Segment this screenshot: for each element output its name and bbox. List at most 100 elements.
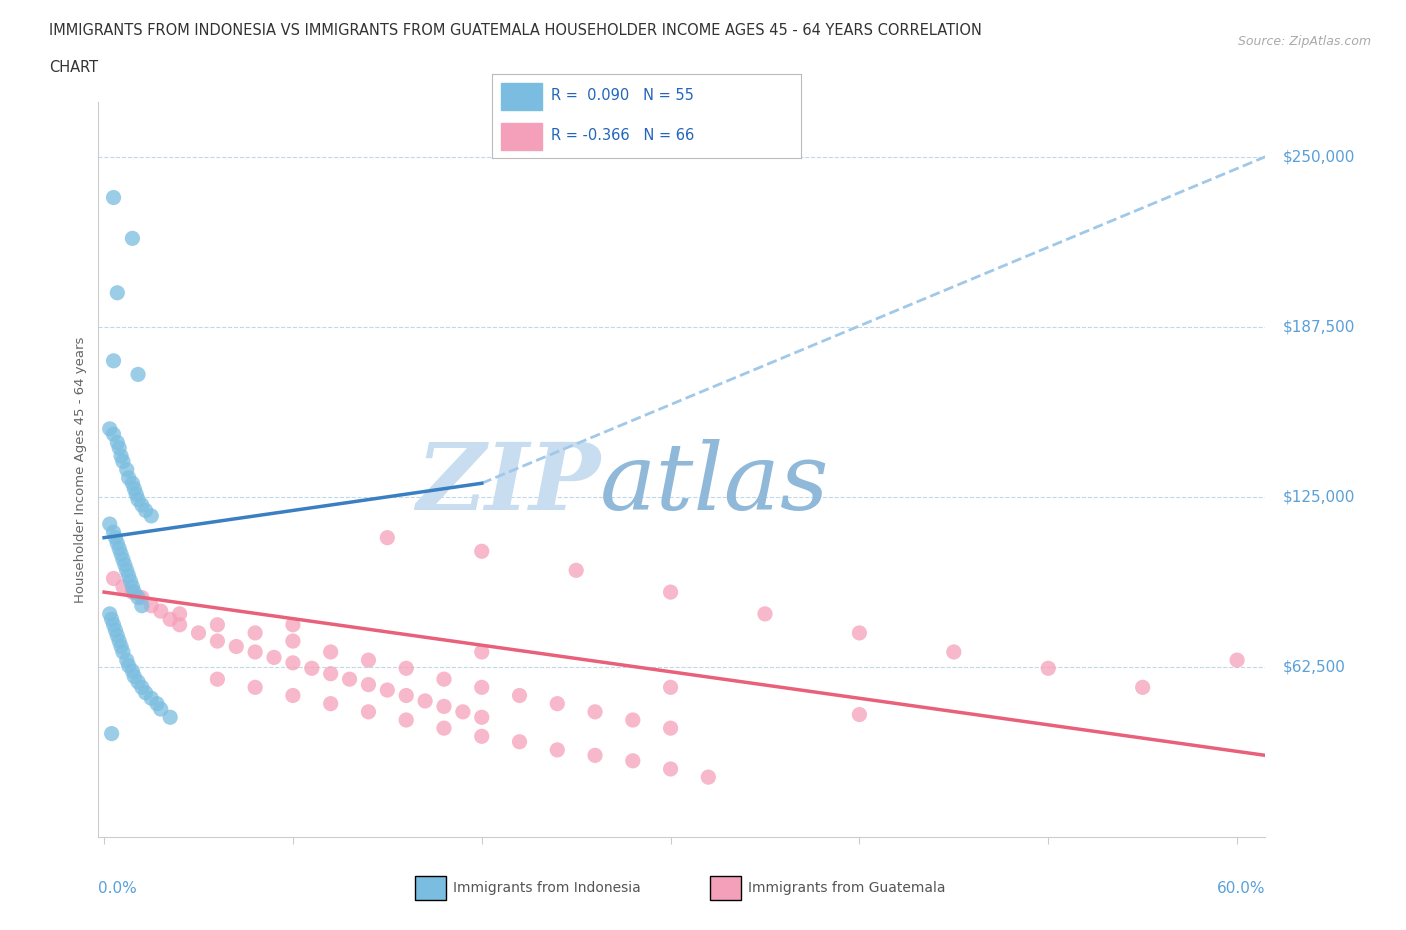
Text: Source: ZipAtlas.com: Source: ZipAtlas.com [1237,35,1371,48]
Point [105,286,128,300]
Point [127,367,149,382]
Point [319,644,342,659]
Point [942,644,965,659]
Point [187,626,209,641]
Point [659,721,682,736]
Text: Immigrants from Guatemala: Immigrants from Guatemala [748,881,945,896]
Point [149,701,172,716]
Point [120,574,142,589]
Point [395,661,418,676]
Point [281,633,304,648]
Point [131,498,153,512]
Point [159,612,181,627]
Point [659,762,682,777]
Point [117,568,139,583]
Text: R =  0.090   N = 55: R = 0.090 N = 55 [551,87,693,103]
Point [105,628,128,643]
Point [357,677,380,692]
Point [104,623,127,638]
Point [357,653,380,668]
Text: CHART: CHART [49,60,98,75]
Point [127,492,149,507]
Point [115,563,138,578]
Point [98,517,121,532]
Point [395,688,418,703]
Point [357,704,380,719]
Point [121,579,143,594]
Point [115,462,138,477]
Point [103,190,125,205]
Point [1132,680,1154,695]
Point [583,704,606,719]
Point [451,704,474,719]
Point [471,544,494,559]
Point [108,441,131,456]
Point [395,712,418,727]
Point [104,530,127,545]
Point [546,697,568,711]
Point [127,591,149,605]
Point [111,644,134,659]
Point [103,525,125,539]
Point [621,712,644,727]
Point [141,691,163,706]
Point [117,658,139,673]
Point [471,729,494,744]
Point [135,685,157,700]
Point [471,710,494,724]
Point [583,748,606,763]
Point [207,671,229,686]
Point [697,770,720,785]
Point [207,633,229,648]
Point [243,626,266,641]
Point [146,697,169,711]
Point [281,688,304,703]
Point [433,721,456,736]
Point [546,742,568,757]
Text: $250,000: $250,000 [1282,149,1355,165]
Point [848,707,870,722]
Point [565,563,588,578]
Point [375,530,398,545]
Point [98,421,121,436]
Point [103,571,125,586]
Point [115,653,138,668]
Text: atlas: atlas [600,439,830,529]
Point [124,481,146,496]
Text: $62,500: $62,500 [1282,659,1346,674]
Text: R = -0.366   N = 66: R = -0.366 N = 66 [551,128,695,143]
Point [103,353,125,368]
Point [121,664,143,679]
Point [110,448,132,463]
Point [1226,653,1249,668]
Point [125,486,148,501]
Point [207,618,229,632]
Point [108,541,131,556]
Point [659,680,682,695]
Point [848,626,870,641]
Bar [502,83,541,110]
Point [121,476,143,491]
Point [659,585,682,600]
Point [110,639,132,654]
Point [110,547,132,562]
Point [111,579,134,594]
Point [471,680,494,695]
Text: ZIP: ZIP [416,439,600,529]
Bar [502,123,541,150]
Text: 60.0%: 60.0% [1218,881,1265,897]
Point [124,669,146,684]
Point [131,598,153,613]
Point [131,591,153,605]
Point [114,557,136,572]
Point [103,427,125,442]
Text: $187,500: $187,500 [1282,319,1355,334]
Point [100,726,122,741]
Point [243,644,266,659]
Point [100,612,122,627]
Point [117,471,139,485]
Point [471,644,494,659]
Text: IMMIGRANTS FROM INDONESIA VS IMMIGRANTS FROM GUATEMALA HOUSEHOLDER INCOME AGES 4: IMMIGRANTS FROM INDONESIA VS IMMIGRANTS … [49,23,981,38]
Point [621,753,644,768]
Point [131,680,153,695]
